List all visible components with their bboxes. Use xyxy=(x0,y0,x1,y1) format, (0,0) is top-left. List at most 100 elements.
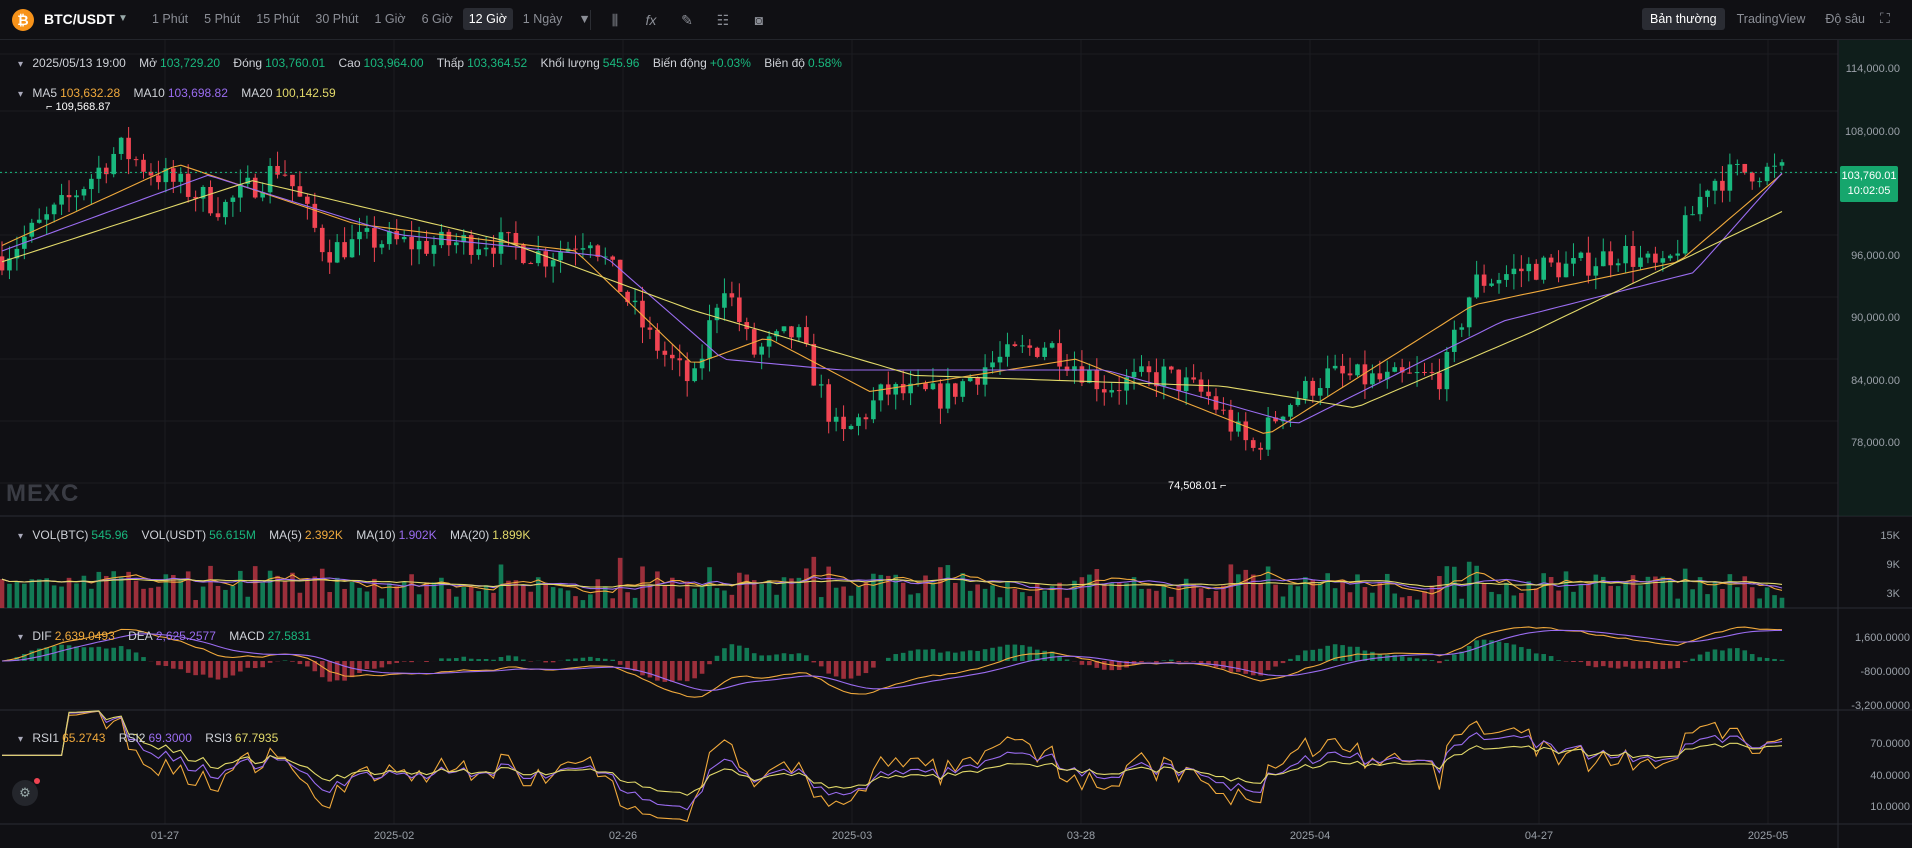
candle-down xyxy=(491,247,496,254)
volume-bar xyxy=(1705,594,1710,608)
macd-histogram-bar xyxy=(1310,649,1316,661)
macd-histogram-bar xyxy=(1265,661,1271,671)
collapse-caret-icon[interactable]: ▾ xyxy=(18,734,24,745)
candle-down xyxy=(952,383,958,397)
candle-down xyxy=(1407,372,1412,374)
interval-1m[interactable]: 1 Phút xyxy=(152,12,189,26)
collapse-caret-icon[interactable]: ▾ xyxy=(18,59,24,70)
candle-up xyxy=(714,307,720,321)
interval-30m[interactable]: 30 Phút xyxy=(315,12,359,26)
candle-up xyxy=(759,346,764,355)
macd-histogram-bar xyxy=(1526,648,1532,661)
fullscreen-icon[interactable]: ⛶ xyxy=(1880,10,1890,26)
volume-bar xyxy=(1280,596,1286,608)
candle-up xyxy=(111,153,117,175)
candle-up xyxy=(1183,377,1189,392)
interval-15m[interactable]: 15 Phút xyxy=(256,12,300,26)
macd-histogram-bar xyxy=(1623,661,1628,667)
rsi1-label: RSI1 xyxy=(32,731,60,745)
candle-down xyxy=(1154,372,1159,387)
volume-bar xyxy=(1504,582,1509,608)
volume-bar xyxy=(1198,588,1204,608)
volume-bar xyxy=(952,582,958,608)
interval-12h[interactable]: 12 Giờ xyxy=(462,8,513,30)
collapse-caret-icon[interactable]: ▾ xyxy=(18,531,24,542)
layout-grid-icon[interactable]: ☷ xyxy=(716,12,730,28)
macd-histogram-bar xyxy=(1504,643,1509,661)
interval-1h[interactable]: 1 Giờ xyxy=(374,12,406,26)
volume-bar xyxy=(454,596,459,608)
candlestick-pane[interactable] xyxy=(0,126,1838,460)
macd-histogram-bar xyxy=(729,644,735,661)
top-toolbar: ₿ BTC/USDT ▼ 1 Phút 5 Phút 15 Phút 30 Ph… xyxy=(0,0,1912,40)
collapse-caret-icon[interactable]: ▾ xyxy=(18,89,24,100)
interval-more-caret-icon[interactable]: ▼ xyxy=(578,12,591,26)
candle-up xyxy=(774,331,779,337)
candle-up xyxy=(558,251,563,261)
candle-down xyxy=(1586,252,1591,276)
view-tradingview[interactable]: TradingView xyxy=(1736,12,1806,26)
view-standard[interactable]: Bản thường xyxy=(1642,8,1725,30)
price-axis-label: 96,000.00 xyxy=(1851,250,1900,262)
volume-bar xyxy=(29,579,35,608)
amplitude-label: Biên độ xyxy=(764,56,805,70)
macd-histogram-bar xyxy=(1332,644,1338,661)
candle-down xyxy=(1742,163,1748,173)
candle-up xyxy=(1712,180,1718,191)
volume-axis-label: 3K xyxy=(1886,588,1900,600)
candle-up xyxy=(1072,366,1077,371)
chart-settings-icon[interactable]: ⚙ xyxy=(12,780,38,806)
volume-pane[interactable] xyxy=(0,556,1785,608)
formula-icon[interactable]: fx xyxy=(645,12,657,28)
camera-icon[interactable]: ◙ xyxy=(754,12,764,28)
candle-up xyxy=(871,400,876,420)
chart-canvas[interactable] xyxy=(0,40,1912,848)
macd-histogram-bar xyxy=(543,661,548,663)
pencil-icon[interactable]: ✎ xyxy=(681,12,693,28)
volume-bar xyxy=(759,584,764,608)
candle-up xyxy=(81,189,87,196)
macd-histogram-bar xyxy=(1675,661,1681,669)
macd-histogram-bar xyxy=(1094,661,1100,668)
macd-histogram-bar xyxy=(1407,657,1412,661)
indicator-bars-icon[interactable]: ⫼ xyxy=(611,12,619,28)
candle-up xyxy=(1705,190,1710,197)
volume-bar xyxy=(506,580,511,608)
candle-up xyxy=(1578,252,1584,259)
view-depth[interactable]: Độ sâu xyxy=(1825,12,1866,26)
candle-up xyxy=(349,239,355,258)
candle-down xyxy=(1034,347,1040,357)
interval-1d[interactable]: 1 Ngày xyxy=(522,12,563,26)
volume-bar xyxy=(1682,568,1688,608)
collapse-caret-icon[interactable]: ▾ xyxy=(18,632,24,643)
dif-value: 2,639.0493 xyxy=(54,629,115,643)
volume-bar xyxy=(1258,583,1263,608)
volume-bar xyxy=(386,583,392,608)
macd-pane[interactable] xyxy=(1,626,1785,698)
candle-down xyxy=(1101,389,1107,393)
rsi-pane[interactable] xyxy=(2,710,1783,822)
interval-5m[interactable]: 5 Phút xyxy=(204,12,241,26)
interval-6h[interactable]: 6 Giờ xyxy=(421,12,453,26)
candle-up xyxy=(7,258,12,271)
macd-histogram-bar xyxy=(841,661,846,679)
macd-histogram-bar xyxy=(1779,659,1785,661)
candle-up xyxy=(59,195,64,205)
candle-up xyxy=(29,222,35,237)
pair-selector[interactable]: BTC/USDT xyxy=(44,11,115,27)
macd-histogram-bar xyxy=(1742,650,1748,661)
macd-histogram-bar xyxy=(677,661,683,681)
volume-bar xyxy=(1764,587,1770,608)
macd-histogram-bar xyxy=(714,655,720,661)
volume-bar xyxy=(1213,590,1219,608)
candle-up xyxy=(461,235,467,243)
macd-histogram-bar xyxy=(1548,656,1554,661)
rsi-legend: ▾ RSI1 65.2743 RSI2 69.3000 RSI3 67.7935 xyxy=(18,731,288,745)
volume-bar xyxy=(1511,595,1517,608)
pair-caret-icon[interactable]: ▼ xyxy=(118,13,128,24)
candle-down xyxy=(737,297,742,323)
macd-histogram-bar xyxy=(297,661,303,665)
volume-bar xyxy=(1161,585,1167,608)
candle-down xyxy=(1221,409,1226,411)
candle-down xyxy=(1057,343,1062,367)
